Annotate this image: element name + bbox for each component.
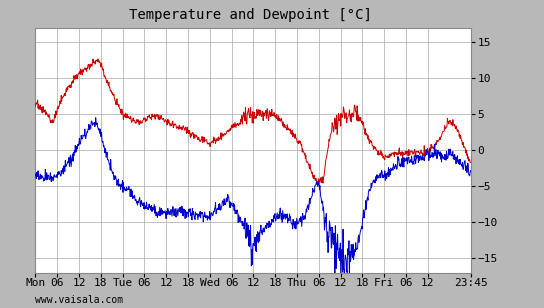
Text: www.vaisala.com: www.vaisala.com [35,295,123,305]
Text: Temperature and Dewpoint [°C]: Temperature and Dewpoint [°C] [129,8,372,22]
